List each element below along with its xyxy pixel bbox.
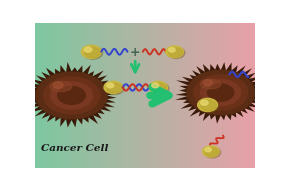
Circle shape xyxy=(201,100,216,111)
Circle shape xyxy=(168,47,185,59)
Circle shape xyxy=(166,46,183,58)
Text: Cancer Cell: Cancer Cell xyxy=(41,144,108,153)
Circle shape xyxy=(104,81,123,94)
Polygon shape xyxy=(25,62,121,128)
Circle shape xyxy=(203,146,219,157)
Circle shape xyxy=(50,81,93,110)
Circle shape xyxy=(84,47,100,58)
Circle shape xyxy=(198,98,217,112)
Circle shape xyxy=(203,80,213,86)
Circle shape xyxy=(199,99,219,112)
Circle shape xyxy=(207,83,235,102)
Circle shape xyxy=(84,47,92,52)
Circle shape xyxy=(204,147,221,158)
Circle shape xyxy=(205,148,218,156)
Circle shape xyxy=(82,45,101,58)
Circle shape xyxy=(35,71,108,119)
Circle shape xyxy=(205,148,211,152)
Circle shape xyxy=(168,48,175,52)
Ellipse shape xyxy=(200,79,221,89)
Circle shape xyxy=(83,46,103,59)
Circle shape xyxy=(168,48,183,57)
Circle shape xyxy=(151,82,169,94)
Circle shape xyxy=(43,76,100,115)
Text: +: + xyxy=(130,46,140,59)
Circle shape xyxy=(200,79,241,106)
Circle shape xyxy=(186,70,255,115)
Ellipse shape xyxy=(50,81,72,92)
Polygon shape xyxy=(175,62,268,124)
Circle shape xyxy=(152,83,166,93)
Circle shape xyxy=(149,81,168,94)
Circle shape xyxy=(193,74,248,111)
Circle shape xyxy=(152,83,159,88)
Circle shape xyxy=(107,83,121,93)
Circle shape xyxy=(201,100,208,105)
Circle shape xyxy=(106,82,124,94)
Circle shape xyxy=(57,86,86,105)
Circle shape xyxy=(107,83,114,88)
Circle shape xyxy=(53,82,63,88)
